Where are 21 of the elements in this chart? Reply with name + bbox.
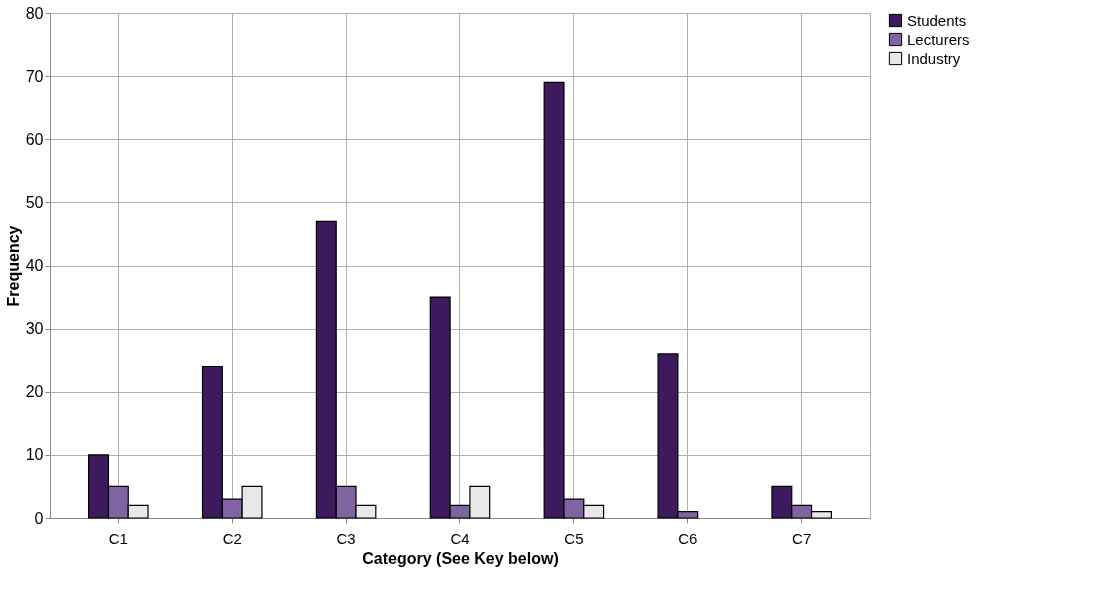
y-tick-label: 40 [25,257,44,274]
y-tick-label: 50 [25,193,44,211]
x-tick-label: C3 [336,529,356,547]
x-axis-title: Category (See Key below) [362,549,559,567]
x-tick-label: C2 [222,529,242,547]
x-tick-label: C6 [678,529,698,547]
x-tick-label: C4 [450,529,470,547]
legend-label: Industry [907,49,961,67]
y-tick-label: 10 [25,446,44,464]
legend-label: Lecturers [907,30,970,48]
y-tick-label: 80 [25,4,44,22]
y-tick-label: 0 [34,509,44,527]
x-tick-label: C1 [108,529,128,547]
y-tick-label: 70 [25,67,44,85]
y-tick-label: 20 [25,383,44,401]
y-tick-label: 30 [25,320,44,338]
y-axis-title: Frequency [4,225,22,307]
x-tick-label: C7 [792,529,812,547]
x-tick-label: C5 [564,529,584,547]
legend-label: Students [907,11,967,29]
y-tick-label: 60 [25,130,44,148]
